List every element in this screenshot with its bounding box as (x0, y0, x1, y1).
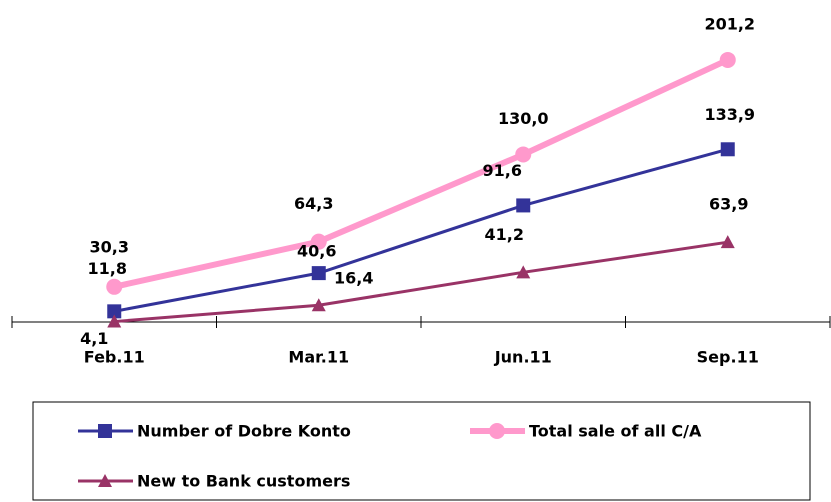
data-label: 4,1 (80, 329, 108, 348)
marker (720, 235, 735, 249)
data-label: 64,3 (294, 194, 333, 213)
marker (98, 474, 112, 487)
data-label: 11,8 (88, 259, 127, 278)
marker (516, 198, 531, 213)
legend-label: Total sale of all C/A (529, 422, 702, 441)
legend-box (32, 401, 811, 501)
marker (107, 314, 122, 328)
series-line (113, 147, 729, 313)
x-tick-label: Feb.11 (84, 348, 145, 367)
marker (515, 146, 532, 163)
marker (516, 265, 531, 279)
marker (107, 304, 122, 319)
marker (106, 278, 123, 295)
data-label: 40,6 (297, 242, 336, 261)
data-label: 91,6 (483, 161, 522, 180)
x-tick-label: Sep.11 (697, 348, 759, 367)
series-line (114, 240, 728, 324)
data-label: 201,2 (704, 14, 755, 33)
marker (720, 142, 735, 157)
legend-label: Number of Dobre Konto (137, 422, 351, 441)
legend-label: New to Bank customers (137, 472, 350, 491)
marker (719, 51, 736, 68)
data-label: 16,4 (334, 269, 373, 288)
marker (311, 266, 326, 281)
data-label: 30,3 (90, 237, 129, 256)
marker (311, 298, 326, 312)
data-label: 133,9 (704, 105, 755, 124)
x-tick-label: Jun.11 (494, 348, 552, 367)
data-label: 41,2 (485, 225, 524, 244)
marker (489, 423, 505, 439)
data-label: 130,0 (498, 109, 549, 128)
marker (310, 233, 327, 250)
series-line (113, 57, 730, 290)
data-label: 63,9 (709, 195, 748, 214)
x-tick-label: Mar.11 (288, 348, 349, 367)
marker (98, 424, 112, 438)
